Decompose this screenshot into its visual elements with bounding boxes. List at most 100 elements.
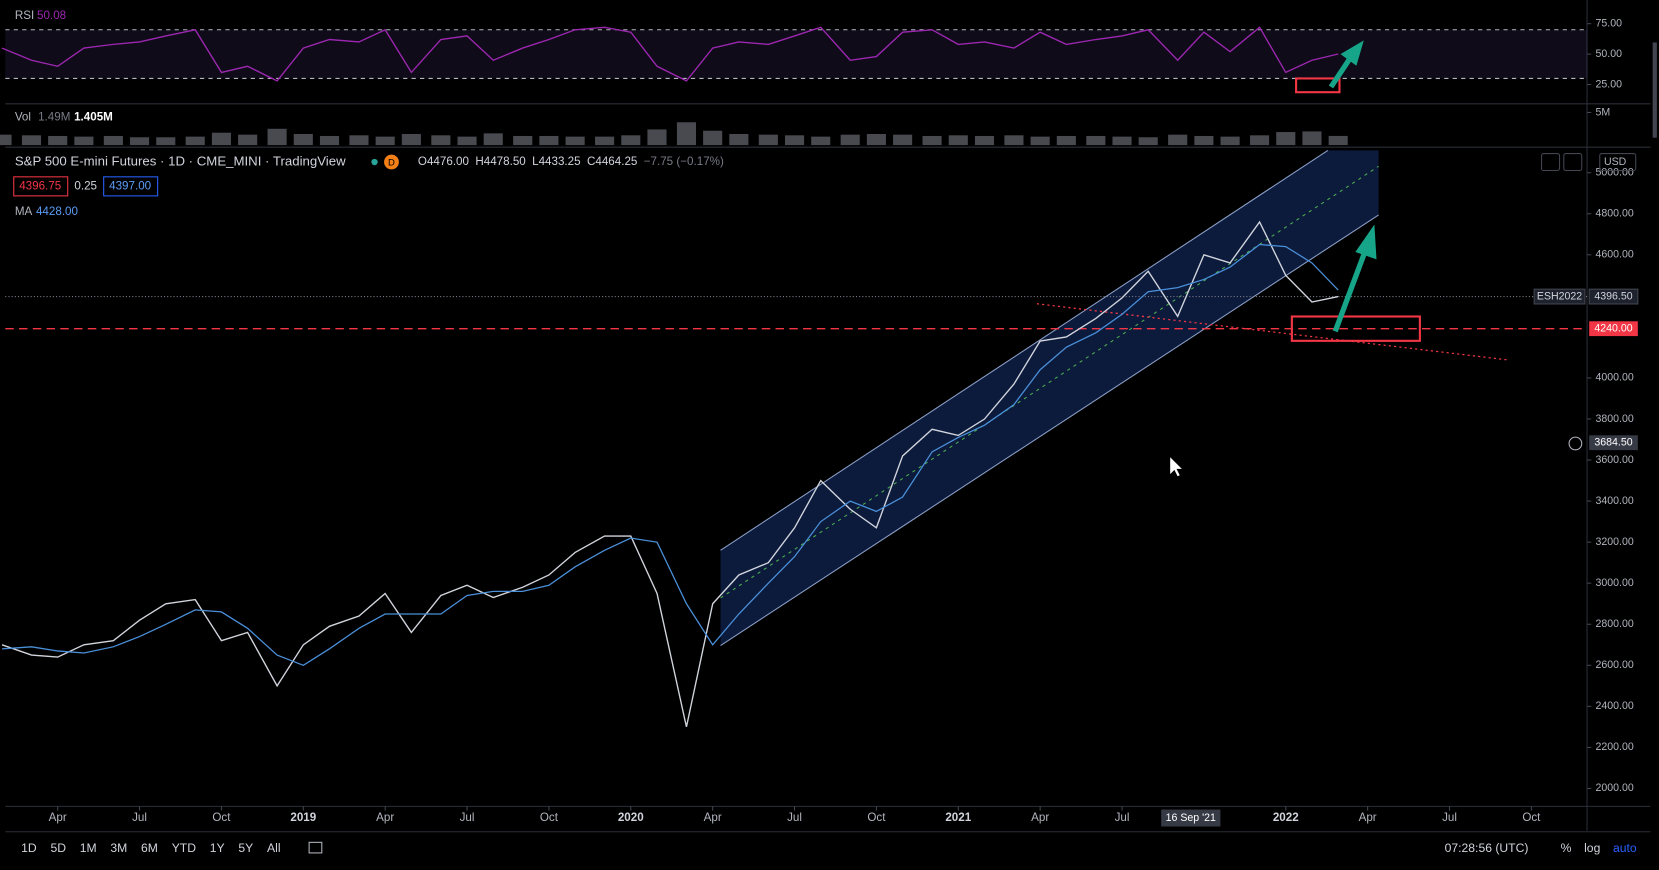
last-price-box [1588, 288, 1639, 305]
range-button[interactable]: 5Y [238, 841, 253, 855]
toolbar: 1D 5D 1M 3M 6M YTD 1Y 5Y All% log auto [21, 841, 1637, 855]
range-button[interactable]: 1D [21, 841, 37, 855]
volume-bar [48, 135, 68, 146]
ask-box [103, 176, 159, 197]
symbol-label: ESH2022 [1537, 290, 1582, 302]
hline-label: 4240.00 [1594, 322, 1632, 334]
compare-button[interactable] [308, 841, 323, 854]
y-tick-label: 4000.00 [1596, 372, 1634, 384]
status-dot [371, 158, 378, 166]
badge [384, 154, 399, 170]
volume-bar [349, 135, 369, 146]
scrollbar [1652, 42, 1657, 138]
y-tick-label: 3400.00 [1596, 495, 1634, 507]
x-tick-label: 2019 [290, 811, 316, 824]
volume-bar [1302, 131, 1322, 146]
y-tick-label: 4600.00 [1596, 249, 1634, 261]
volume-bar [811, 136, 831, 146]
y-tick-label: 2800.00 [1596, 618, 1634, 630]
x-tick-label: Jul [1115, 811, 1130, 824]
volume-bar [729, 134, 749, 146]
rsi-label: RSI [15, 9, 34, 22]
x-tick-label: 2022 [1273, 811, 1299, 824]
ohlc-value: L4433.25 [532, 155, 581, 168]
line-series [1, 243, 1339, 667]
rsi-band [5, 29, 1588, 79]
volume-bar [1250, 135, 1270, 146]
arrow [1332, 251, 1368, 333]
rsi-value: 50.08 [37, 9, 66, 22]
x-tick-label: Jul [787, 811, 802, 824]
arrow [1328, 56, 1353, 89]
line-series [1, 26, 1339, 82]
volume-bar [974, 135, 995, 146]
volume-bar [0, 134, 12, 146]
range-button[interactable]: 3M [110, 841, 127, 855]
volume-bar [866, 134, 886, 146]
currency-button[interactable] [1599, 153, 1637, 172]
y-tick-label: 2600.00 [1596, 659, 1634, 671]
volume-bar [948, 135, 968, 146]
vol-value: 1.405M [74, 111, 113, 124]
line-series [1, 220, 1339, 728]
marks: 5000.00 4800.00 4600.00 4000.00 3800.00 3600.… [0, 17, 1639, 827]
range-button[interactable]: 5D [50, 841, 66, 855]
button[interactable] [1563, 153, 1583, 172]
scale-option[interactable]: auto [1613, 841, 1637, 855]
range-button[interactable]: 1Y [210, 841, 225, 855]
arrow-head [1340, 40, 1364, 66]
scale-option[interactable]: log [1584, 841, 1600, 855]
range-button[interactable]: 6M [141, 841, 158, 855]
last-price-label: 4396.50 [1594, 290, 1632, 302]
ohlc-value: O4476.00 [418, 155, 470, 168]
volume-bar [156, 137, 176, 146]
range-button[interactable]: 1M [80, 841, 97, 855]
add-button[interactable] [1568, 436, 1583, 451]
ohlc-value: C4464.25 [587, 155, 637, 168]
vol-avg: 1.49M [38, 111, 70, 124]
volume-bar [375, 136, 395, 146]
volume-bar [267, 128, 287, 146]
volume-bar [621, 135, 641, 146]
volume-bar [1276, 132, 1296, 146]
volume-bar [1168, 134, 1188, 146]
channel-mid [720, 165, 1379, 599]
volume-bar [431, 135, 451, 146]
badge-text: D [388, 158, 395, 169]
crosshair-y-box [1589, 435, 1638, 451]
y-tick-label: 2200.00 [1596, 741, 1634, 753]
volume-bar [185, 136, 205, 146]
scale-option[interactable]: % [1561, 841, 1572, 855]
spread: 0.25 [74, 179, 97, 192]
volume-bar [1004, 135, 1024, 146]
volume-bar [211, 132, 231, 146]
ohlc: O4476.00 H4478.50 L4433.25 C4464.25 −7.75 (−… [418, 155, 724, 168]
x-tick-label: Apr [1359, 811, 1377, 824]
highlight-box [1290, 315, 1421, 342]
bid-box [13, 176, 69, 197]
range-button[interactable]: All [267, 841, 281, 855]
y-tick-label: 3200.00 [1596, 536, 1634, 548]
button[interactable] [1541, 153, 1561, 172]
volume-bar [1194, 135, 1214, 146]
clock: 07:28:56 (UTC) [1445, 841, 1529, 855]
range-button[interactable]: YTD [172, 841, 197, 855]
y-tick-label: 2400.00 [1596, 700, 1634, 712]
symbol-label-box [1533, 288, 1586, 305]
y-tick-label: 25.00 [1596, 78, 1623, 90]
x-tick-label: Jul [132, 811, 147, 824]
x-tick-label: Apr [49, 811, 67, 824]
x-tick-label: Apr [376, 811, 394, 824]
volume-bar [676, 122, 697, 146]
volume-bar [103, 135, 123, 146]
volume-bar [1086, 135, 1106, 146]
currency[interactable]: USD [1604, 156, 1627, 168]
channel-upper [720, 149, 1329, 551]
ohlc-value: H4478.50 [475, 155, 526, 168]
volume-bar [784, 135, 805, 146]
volume-bar [1328, 135, 1348, 146]
ohlc-value: −7.75 (−0.17%) [644, 155, 724, 168]
